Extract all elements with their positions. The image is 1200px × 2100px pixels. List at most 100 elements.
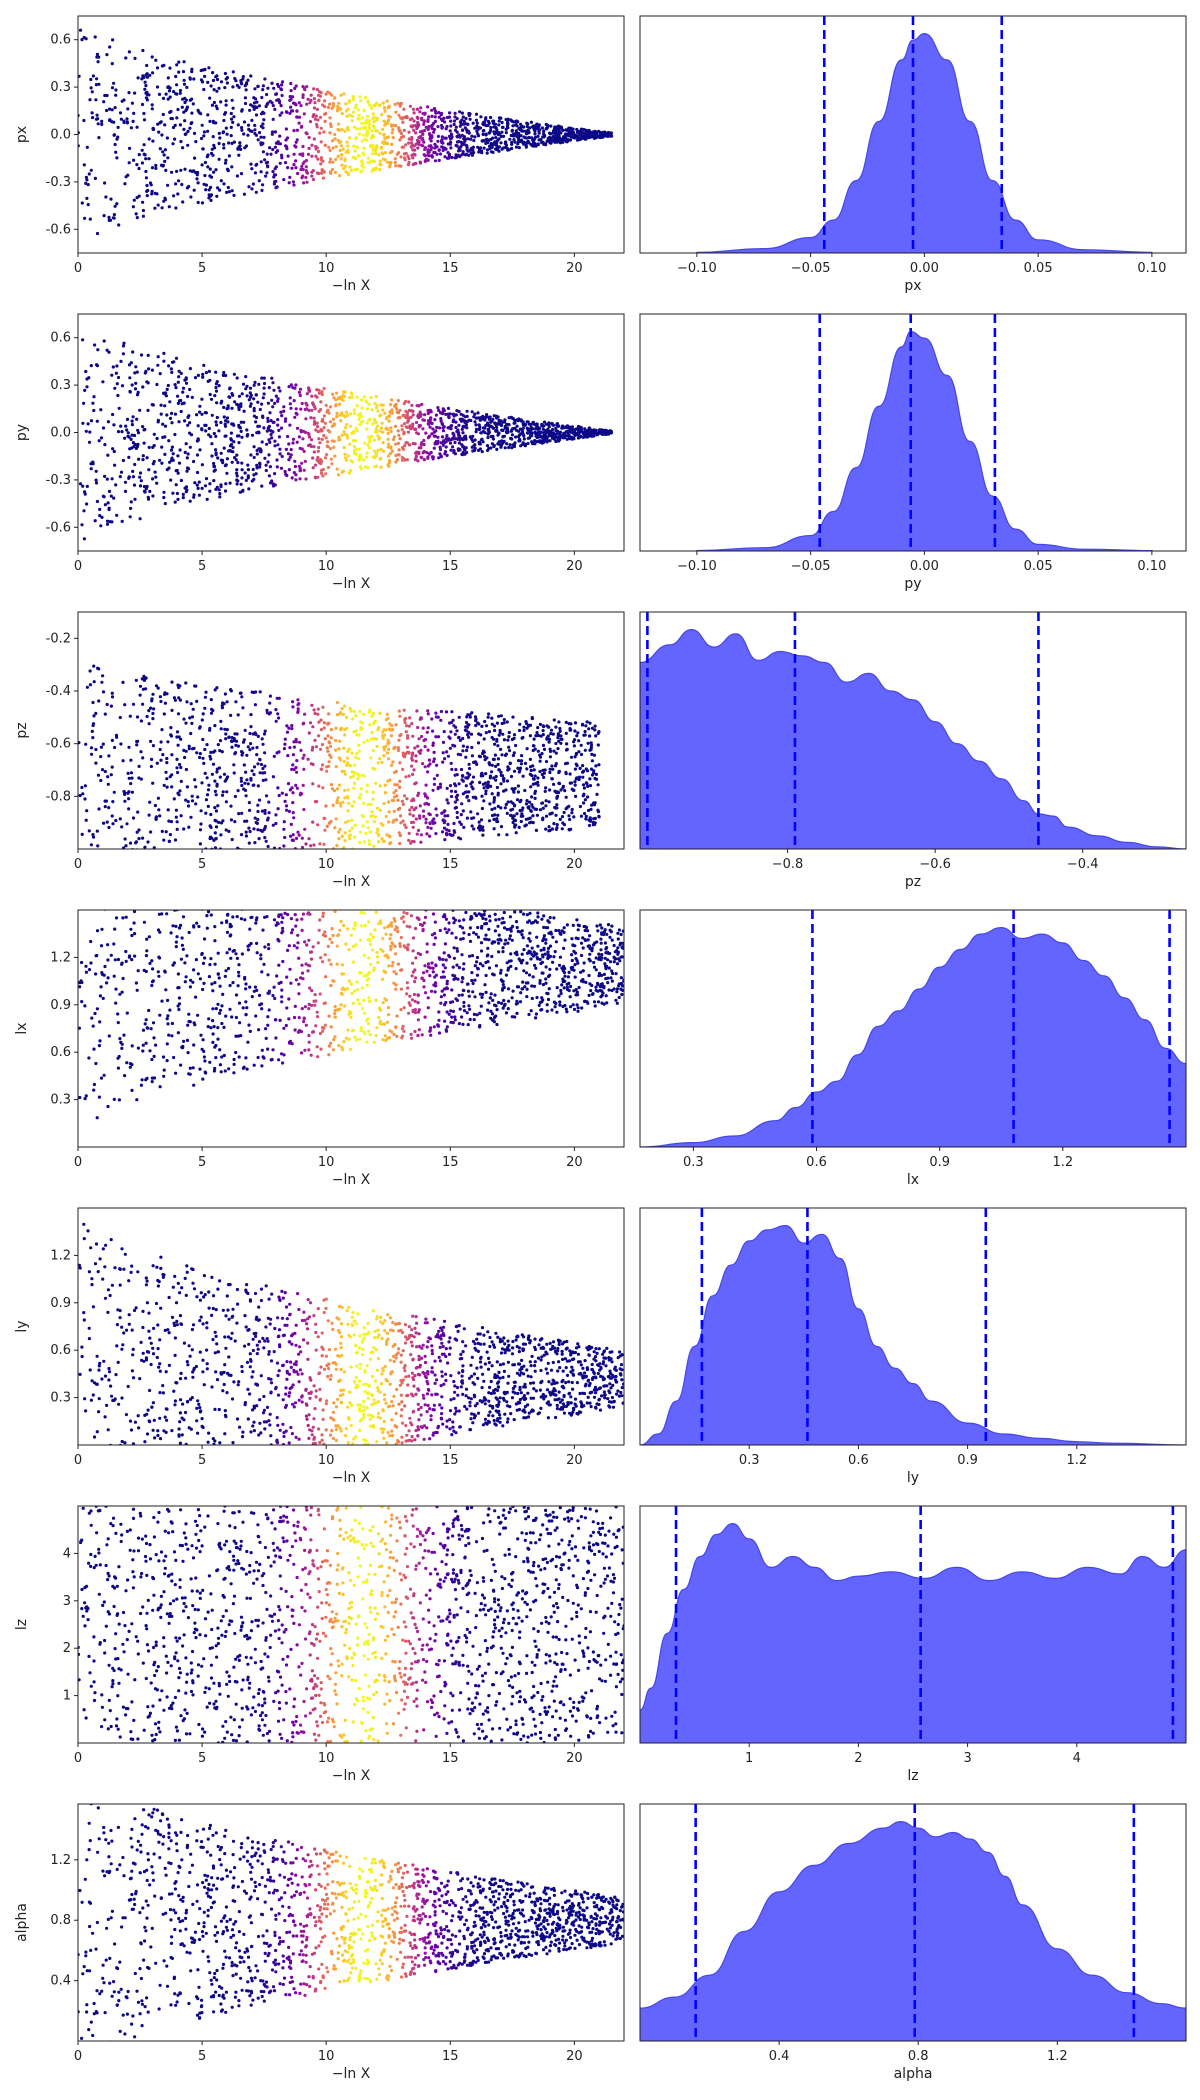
sample-point [260,376,264,380]
sample-point [368,417,372,422]
sample-point [192,459,196,464]
sample-point [454,125,458,129]
sample-point [323,143,327,147]
sample-point [371,145,375,149]
x-tick-label: −0.05 [791,261,831,276]
sample-point [85,196,89,200]
sample-point [350,392,354,396]
sample-point [246,468,250,472]
sample-point [371,124,375,128]
sample-point [151,717,155,721]
sample-point [222,370,226,375]
sample-point [568,772,572,776]
sample-point [401,120,405,124]
sample-point [321,786,325,790]
sample-point [197,493,201,497]
sample-point [344,102,348,106]
sample-point [278,161,282,165]
sample-point [457,146,461,150]
sample-point [334,748,338,752]
sample-point [222,446,226,450]
sample-point [395,458,399,462]
sample-point [397,164,401,168]
sample-point [145,380,149,384]
sample-point [442,116,446,120]
sample-point [357,154,361,158]
sample-point [96,122,100,126]
sample-point [301,783,305,788]
sample-point [552,437,557,441]
sample-point [354,136,358,140]
sample-point [401,134,405,139]
sample-point [533,791,537,796]
sample-point [123,799,127,803]
sample-point [210,413,214,417]
sample-point [169,458,174,463]
sample-point [265,442,269,446]
sample-point [151,692,155,696]
sample-point [298,393,302,398]
sample-point [564,770,568,775]
sample-point [457,715,461,719]
sample-point [262,426,266,430]
sample-point [230,406,234,410]
sample-point [330,168,334,172]
sample-point [104,877,107,880]
sample-point [353,411,357,416]
axes-frame [639,313,1187,552]
sample-point [105,108,109,113]
sample-point [321,168,325,173]
sample-point [310,143,314,147]
sample-point [201,756,205,760]
sample-point [367,119,371,123]
sample-point [232,140,236,144]
sample-point [345,726,349,731]
sample-point [278,452,282,456]
sample-point [229,804,233,808]
sample-point [287,809,291,814]
sample-point [291,700,295,704]
sample-point [127,455,131,459]
sample-point [306,757,310,761]
sample-point [122,120,126,125]
sample-point [335,701,339,705]
sample-point [215,89,219,93]
sample-point [548,788,552,792]
sample-point [530,125,535,129]
sample-point [418,804,422,808]
sample-point [531,764,535,768]
sample-point [224,99,228,103]
sample-point [495,429,499,433]
sample-point [461,418,465,422]
sample-point [97,807,101,811]
sample-point [145,456,149,460]
sample-point [412,144,416,148]
sample-point [371,749,375,753]
sample-point [351,460,355,464]
sample-point [304,169,308,173]
sample-point [351,717,355,721]
sample-point [259,135,263,139]
sample-point [249,393,253,397]
sample-point [200,397,204,401]
sample-point [531,420,535,424]
sample-point [231,445,235,450]
sample-point [559,741,563,745]
sample-point [355,167,359,172]
sample-point [294,103,298,107]
sample-point [475,124,479,128]
sample-point [264,463,268,467]
sample-point [184,381,189,385]
sample-point [437,158,441,162]
posterior-density [696,330,1153,551]
sample-point [270,130,275,134]
sample-point [362,740,366,744]
sample-point [326,749,330,753]
sample-point [294,140,298,144]
sample-point [88,430,92,434]
sample-point [411,441,415,446]
sample-point [398,138,402,142]
sample-point [564,720,568,725]
sample-point [524,442,528,446]
sample-point [530,143,534,147]
